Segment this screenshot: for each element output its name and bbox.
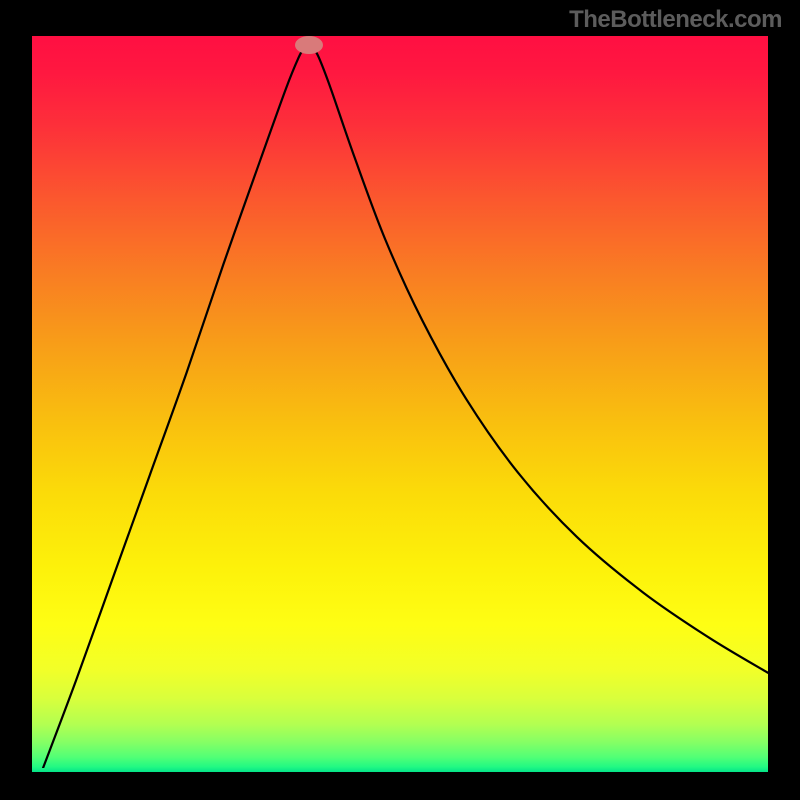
minimum-marker xyxy=(295,36,323,54)
chart-container xyxy=(32,36,768,768)
chart-area xyxy=(32,36,768,768)
watermark-text: TheBottleneck.com xyxy=(569,6,782,34)
bottleneck-curve xyxy=(32,36,768,768)
